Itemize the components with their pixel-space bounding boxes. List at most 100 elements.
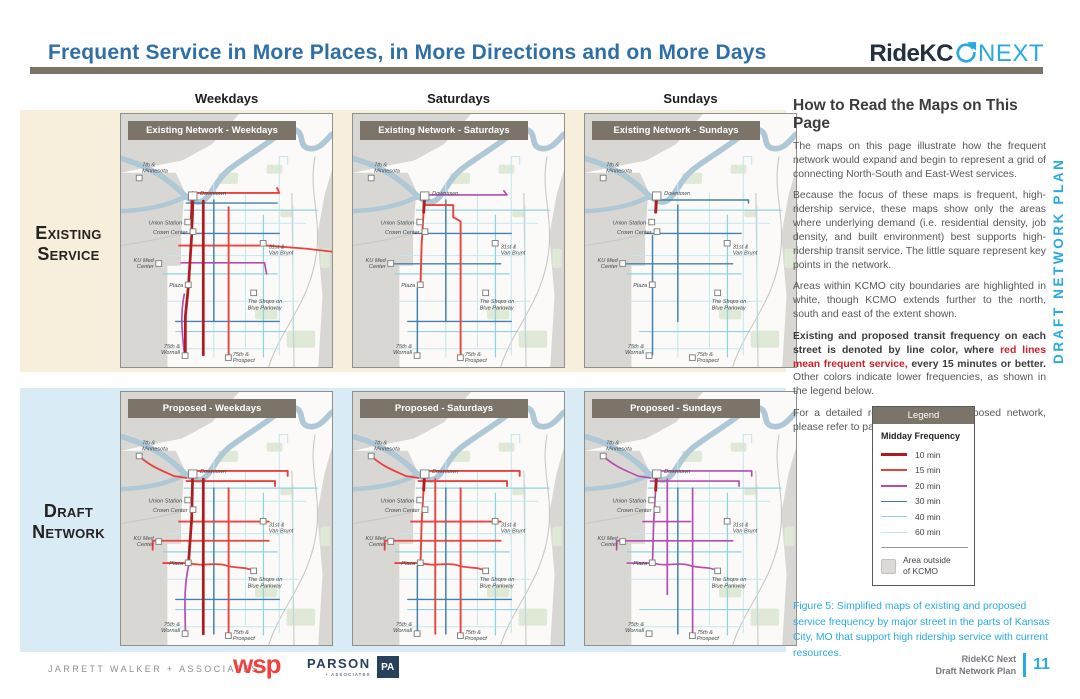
place-label: 31st & Van Brunt: [501, 245, 526, 257]
transit-line-f15: [185, 480, 276, 488]
legend: Legend Midday Frequency 10 min 15 min 20 m…: [872, 406, 975, 587]
transit-map: 7th & Minnesota Downtown Union Station Crown…: [121, 392, 332, 645]
key-point-marker: [723, 518, 731, 525]
key-point-marker: [456, 632, 464, 639]
place-label: 75th & Wornall: [625, 344, 645, 356]
transit-line-f15: [178, 244, 332, 253]
key-point-marker: [648, 218, 656, 226]
place-label: Downtown: [200, 191, 226, 197]
key-point-marker: [184, 559, 192, 567]
howto-paragraph-3: Areas within KCMO city boundaries are hi…: [793, 281, 1046, 321]
key-point-marker: [367, 174, 375, 182]
area-outside-kcmo: [549, 169, 564, 367]
park-area: [280, 210, 292, 218]
key-point-marker: [456, 354, 464, 361]
page-title: Frequent Service in More Places, in More…: [48, 41, 767, 64]
place-label: Union Station: [613, 220, 647, 226]
key-point-marker: [155, 260, 163, 267]
key-point-marker: [184, 496, 192, 504]
key-point-marker: [648, 559, 656, 567]
place-label: Crown Center: [153, 230, 188, 236]
road: [268, 434, 319, 645]
place-label: 75th & Wornall: [393, 344, 413, 356]
legend-entry-label: 40 min: [915, 511, 941, 522]
park-area: [552, 248, 562, 268]
map-header: Existing Network - Sundays: [592, 121, 760, 140]
frequency-line-swatch: [881, 469, 907, 472]
park-area: [750, 608, 780, 626]
place-label: 7th & Minnesota: [142, 163, 168, 175]
legend-entry-label: 30 min: [915, 496, 941, 507]
place-label: Union Station: [149, 498, 183, 504]
map-proposed-saturdays: Proposed - Saturdays 7th & Minnesota Downt…: [352, 391, 565, 646]
key-point-marker: [648, 281, 656, 289]
transit-line-f20: [426, 190, 508, 196]
legend-entry: 10 min: [881, 447, 968, 463]
page-reference: RideKC Next Draft Network Plan 11: [935, 653, 1050, 678]
transit-line-f60: [278, 155, 289, 174]
place-label: Downtown: [664, 469, 690, 475]
transit-map: 7th & Minnesota Downtown Union Station Crown…: [353, 114, 564, 367]
place-label: The Shops on Blue Parkway: [248, 577, 283, 589]
key-point-marker: [482, 289, 490, 297]
key-point-marker: [653, 506, 661, 513]
park-area: [518, 608, 548, 626]
road: [500, 156, 551, 367]
place-label: 75th & Wornall: [161, 622, 181, 634]
place-label: KU Med Center: [598, 536, 619, 548]
place-label: 31st & Van Brunt: [501, 523, 526, 535]
place-label: Plaza: [169, 283, 183, 289]
area-outside-kcmo: [585, 172, 649, 367]
key-point-marker: [416, 496, 424, 504]
place-label: The Shops on Blue Parkway: [480, 577, 515, 589]
transit-line-f15: [193, 470, 289, 477]
river: [353, 404, 564, 483]
legend-entry: 60 min: [881, 525, 968, 541]
river: [121, 404, 332, 483]
key-point-marker: [413, 630, 421, 637]
transit-line-f20: [626, 562, 719, 572]
transit-line-f15: [417, 480, 508, 488]
key-point-marker: [652, 191, 662, 201]
key-point-marker: [181, 630, 189, 637]
how-to-read-panel: How to Read the Maps on This Page The ma…: [793, 97, 1046, 443]
place-label: 7th & Minnesota: [374, 441, 400, 453]
key-point-marker: [599, 174, 607, 182]
park-area: [254, 307, 278, 320]
frequency-line-swatch: [881, 453, 907, 457]
place-label: KU Med Center: [134, 258, 155, 270]
area-outside-kcmo: [781, 447, 796, 645]
place-label: The Shops on Blue Parkway: [712, 299, 747, 311]
map-proposed-weekdays: Proposed - Weekdays 7th & Minnesota Downto…: [120, 391, 333, 646]
place-label: 75th & Wornall: [625, 622, 645, 634]
park-area: [730, 164, 747, 174]
park-area: [498, 164, 515, 174]
place-label: 31st & Van Brunt: [733, 245, 758, 257]
area-outside-kcmo-swatch: [881, 558, 896, 574]
map-existing-weekdays: Existing Network - Weekdays 7th & Minneso…: [120, 113, 333, 368]
place-label: Crown Center: [385, 508, 420, 514]
key-point-marker: [135, 452, 143, 460]
place-label: Plaza: [633, 561, 647, 567]
transit-line-f60: [510, 433, 521, 452]
parson-pa-badge: PA: [376, 656, 399, 678]
key-point-marker: [250, 289, 258, 297]
legend-entries: 10 min 15 min 20 min 30 min 40 min 60 min: [881, 447, 968, 540]
row-label-existing-service: Existing Service: [35, 223, 102, 265]
key-point-marker: [652, 469, 662, 479]
key-point-marker: [688, 632, 696, 639]
parson-logo: PARSON + ASSOCIATES PA: [307, 656, 399, 678]
area-outside-kcmo: [317, 447, 332, 645]
park-area: [750, 330, 780, 348]
key-point-marker: [181, 352, 189, 359]
map-proposed-sundays: Proposed - Sundays 7th & Minnesota Downtow…: [584, 391, 797, 646]
road: [121, 232, 183, 247]
map-header: Proposed - Saturdays: [360, 399, 528, 418]
place-label: KU Med Center: [366, 258, 387, 270]
key-point-marker: [482, 567, 490, 575]
transit-line-f15: [369, 454, 420, 479]
road: [353, 232, 415, 247]
place-label: Union Station: [381, 220, 415, 226]
place-label: Plaza: [401, 283, 415, 289]
